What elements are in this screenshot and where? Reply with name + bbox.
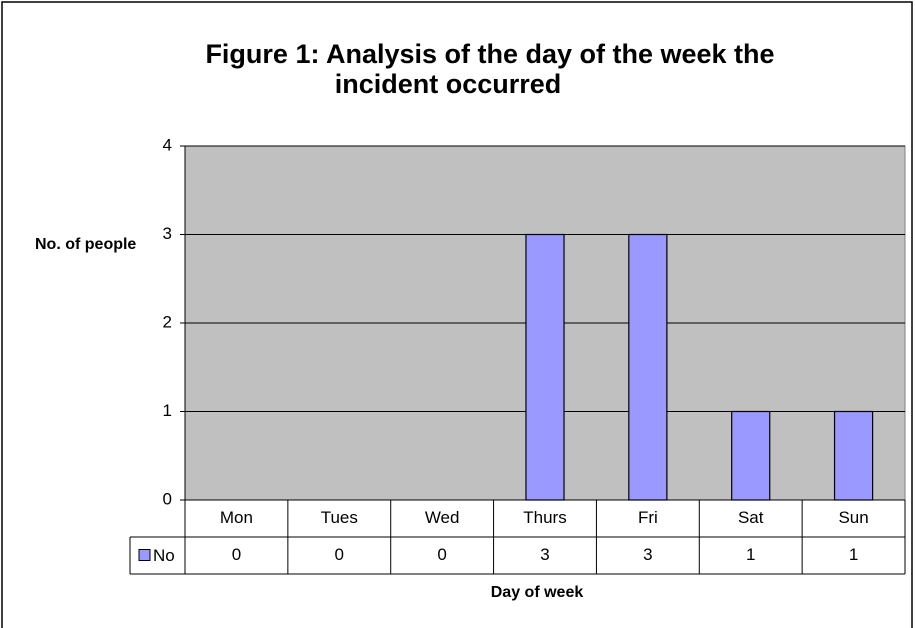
chart-title: incident occurred (335, 69, 562, 99)
x-tick-label: Thurs (523, 508, 566, 527)
legend-label: No (153, 546, 175, 565)
y-tick-label: 1 (163, 401, 172, 420)
table-value: 1 (746, 545, 755, 564)
table-value: 1 (849, 545, 858, 564)
x-tick-label: Wed (425, 508, 460, 527)
x-axis-title: Day of week (491, 584, 584, 601)
y-tick-label: 0 (163, 489, 172, 508)
y-tick-label: 2 (163, 312, 172, 331)
bar (628, 233, 668, 501)
x-tick-label: Sat (738, 508, 764, 527)
x-tick-label: Mon (220, 508, 253, 527)
bar (731, 410, 771, 501)
y-tick-label: 3 (163, 224, 172, 243)
table-value: 3 (540, 545, 549, 564)
table-value: 0 (335, 545, 344, 564)
table-value: 0 (437, 545, 446, 564)
table-value: 3 (643, 545, 652, 564)
x-tick-label: Sun (838, 508, 868, 527)
bar (833, 410, 874, 501)
x-tick-label: Tues (321, 508, 358, 527)
bar (525, 233, 565, 501)
table-value: 0 (232, 545, 241, 564)
y-axis-title: No. of people (35, 236, 136, 253)
legend-key (138, 549, 151, 561)
x-tick-label: Fri (638, 508, 658, 527)
y-tick-label: 4 (163, 135, 172, 154)
chart-title: Figure 1: Analysis of the day of the wee… (205, 39, 774, 69)
